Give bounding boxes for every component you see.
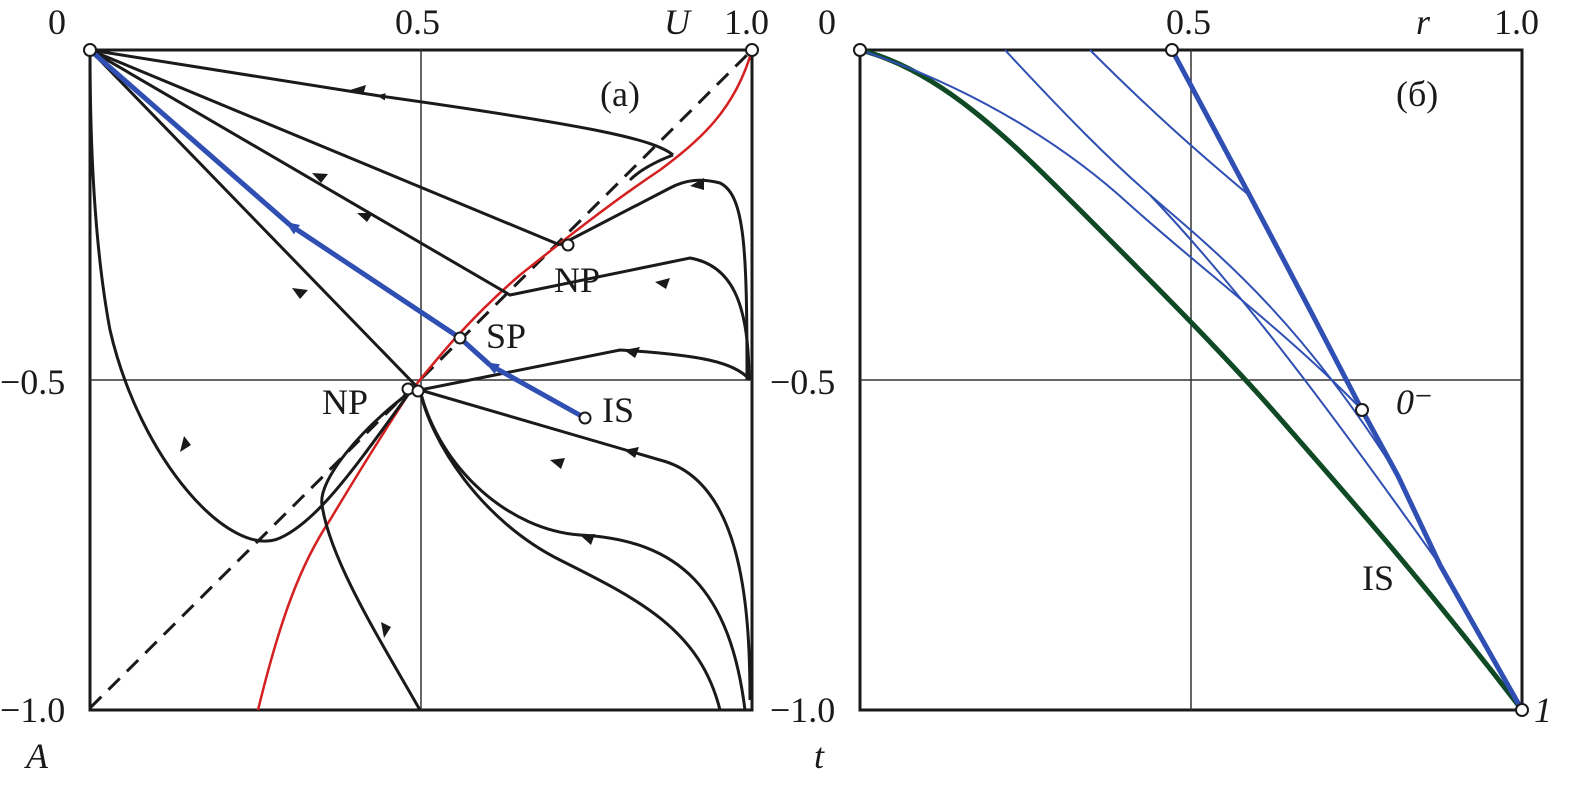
point-np-lower-2 [411, 384, 425, 398]
characteristic-1 [859, 49, 1363, 411]
trajectory-4 [89, 48, 751, 381]
arrow-t4 [357, 213, 373, 222]
panel-b-tick-m05: −0.5 [770, 362, 835, 402]
panel-a-tick-05: 0.5 [395, 2, 440, 42]
trajectory-arrows [180, 85, 704, 638]
label-sp: SP [486, 316, 526, 356]
point-one [1515, 703, 1529, 717]
panel-a-axis-a: A [24, 736, 49, 776]
panel-b: 0 0.5 1.0 r −0.5 −1.0 t (б) 0⁻ 1 IS [770, 2, 1552, 776]
trajectory-5 [88, 48, 752, 392]
trajectory-6 [419, 388, 752, 701]
arrow-t1 [350, 85, 366, 95]
arrow-t9 [550, 458, 565, 469]
trajectory-1b [628, 153, 674, 182]
panel-a: 0 0.5 1.0 U −0.5 −1.0 A (a) NP SP NP IS [0, 2, 769, 776]
panel-b-tick-m10: −1.0 [770, 690, 835, 730]
trajectory-9 [320, 390, 422, 711]
point-b-r05 [1165, 43, 1179, 57]
characteristic-lines [859, 49, 1441, 566]
trajectory-10 [88, 49, 412, 543]
label-is-b: IS [1362, 558, 1394, 598]
trajectory-1 [89, 48, 674, 157]
separatrix-blue-lower-tail [458, 336, 492, 367]
panel-b-tick-10: 1.0 [1494, 2, 1539, 42]
panel-a-points [83, 43, 759, 425]
arrow-t6 [292, 288, 308, 299]
arrow-t7 [624, 347, 640, 358]
panel-b-tick-05: 0.5 [1166, 2, 1211, 42]
point-u1 [745, 43, 759, 57]
arrow-t11 [381, 622, 391, 638]
arrow-t5 [655, 278, 670, 289]
point-zero-minus [1355, 403, 1369, 417]
arrow-t10 [580, 534, 595, 545]
panel-a-tick-10: 1.0 [724, 2, 769, 42]
is-green-curve [859, 47, 1524, 712]
red-equilibrium-curve [256, 49, 754, 711]
point-b-origin [853, 43, 867, 57]
trajectory-8 [418, 389, 722, 711]
arrow-t3 [312, 173, 328, 183]
panel-b-tick-0: 0 [818, 2, 836, 42]
point-origin [83, 43, 97, 57]
panel-a-tick-m05: −0.5 [0, 362, 65, 402]
characteristic-3 [1089, 49, 1251, 197]
trajectory-3 [89, 48, 561, 247]
trajectories [88, 48, 752, 711]
label-one: 1 [1534, 690, 1552, 730]
label-zero-minus: 0⁻ [1396, 382, 1433, 422]
panel-b-points [853, 43, 1529, 717]
trajectory-2 [559, 178, 749, 381]
separatrix-blue-upper-tail [88, 48, 292, 227]
point-is [578, 411, 592, 425]
label-np-lower: NP [322, 382, 368, 422]
separatrix-blue-lower [485, 362, 587, 421]
panel-a-tick-m10: −1.0 [0, 690, 65, 730]
panel-a-axis-u: U [664, 2, 692, 42]
label-np-upper: NP [554, 260, 600, 300]
point-np-upper [561, 238, 575, 252]
panel-b-label: (б) [1396, 74, 1438, 114]
panel-b-axis-t: t [814, 736, 825, 776]
point-sp [453, 331, 467, 345]
panel-b-axis-r: r [1416, 2, 1431, 42]
arrow-t2 [690, 178, 704, 190]
panel-a-tick-0: 0 [48, 2, 66, 42]
panel-a-label: (a) [600, 74, 640, 114]
arrow-t8 [624, 447, 639, 458]
characteristic-4 [1149, 194, 1441, 566]
characteristic-2 [1004, 49, 1399, 477]
label-is: IS [602, 390, 634, 430]
separatrix-blue-upper [285, 221, 462, 341]
arrow-t12 [180, 436, 191, 452]
